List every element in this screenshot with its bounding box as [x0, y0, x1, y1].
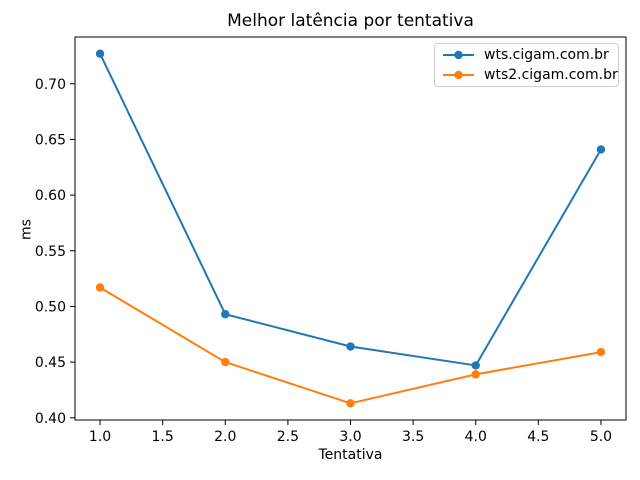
y-tick-label: 0.55	[35, 244, 66, 260]
y-tick-label: 0.70	[35, 77, 66, 93]
x-tick-label: 4.0	[465, 429, 487, 445]
legend: wts.cigam.com.br wts2.cigam.com.br	[434, 43, 619, 87]
y-axis-label: ms	[18, 219, 35, 240]
data-point-marker	[596, 145, 606, 154]
x-tick-label: 2.5	[277, 429, 299, 445]
data-point-marker	[346, 399, 355, 408]
y-tick-label: 0.40	[35, 411, 66, 427]
data-point-marker	[95, 283, 105, 292]
data-point-marker	[221, 357, 230, 367]
data-point-marker	[471, 361, 480, 370]
series-line	[99, 53, 602, 367]
x-tick-label: 5.0	[590, 429, 612, 445]
y-tick-label: 0.50	[35, 299, 66, 315]
x-tick-label: 3.5	[402, 429, 424, 445]
data-point-marker	[471, 370, 480, 379]
x-tick-label: 3.0	[339, 429, 361, 445]
x-axis-label: Tentativa	[318, 447, 383, 463]
legend-item: wts2.cigam.com.br	[435, 66, 618, 85]
y-tick-label: 0.65	[35, 132, 66, 148]
legend-line-sample-icon	[443, 70, 474, 80]
chart-title: Melhor latência por tentativa	[227, 11, 474, 31]
data-point-marker	[95, 49, 105, 58]
y-tick-label: 0.45	[35, 355, 66, 371]
legend-item: wts.cigam.com.br	[435, 45, 618, 64]
y-tick-label: 0.60	[35, 188, 66, 204]
x-tick-label: 1.0	[89, 429, 111, 445]
legend-label: wts2.cigam.com.br	[484, 67, 618, 84]
x-tick-label: 4.5	[527, 429, 549, 445]
x-tick-label: 1.5	[152, 429, 174, 445]
data-point-marker	[221, 310, 230, 319]
data-point-marker	[346, 342, 355, 351]
legend-label: wts.cigam.com.br	[484, 46, 609, 63]
x-tick-label: 2.0	[214, 429, 236, 445]
legend-line-sample-icon	[443, 50, 474, 60]
data-point-marker	[596, 347, 606, 357]
